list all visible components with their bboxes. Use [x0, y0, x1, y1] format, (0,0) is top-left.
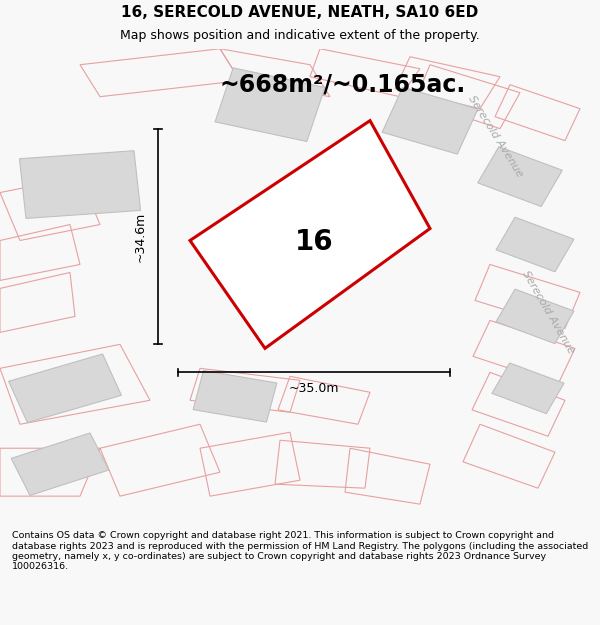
Polygon shape	[496, 289, 574, 344]
Polygon shape	[11, 433, 109, 496]
Polygon shape	[478, 147, 562, 206]
Polygon shape	[496, 217, 574, 272]
Polygon shape	[382, 88, 478, 154]
Text: ~35.0m: ~35.0m	[289, 382, 339, 395]
Polygon shape	[215, 68, 325, 141]
Text: Serecold Avenue: Serecold Avenue	[466, 94, 524, 179]
Polygon shape	[193, 371, 277, 422]
Text: ~668m²/~0.165ac.: ~668m²/~0.165ac.	[220, 72, 466, 97]
Polygon shape	[8, 354, 121, 422]
Polygon shape	[257, 187, 373, 270]
Polygon shape	[190, 121, 430, 348]
Text: ~34.6m: ~34.6m	[133, 211, 146, 262]
Polygon shape	[19, 151, 140, 218]
Text: Contains OS data © Crown copyright and database right 2021. This information is : Contains OS data © Crown copyright and d…	[12, 531, 588, 571]
Text: 16, SERECOLD AVENUE, NEATH, SA10 6ED: 16, SERECOLD AVENUE, NEATH, SA10 6ED	[121, 4, 479, 19]
Text: Serecold Avenue: Serecold Avenue	[520, 269, 576, 356]
Polygon shape	[492, 363, 564, 414]
Text: 16: 16	[295, 229, 333, 256]
Text: Map shows position and indicative extent of the property.: Map shows position and indicative extent…	[120, 29, 480, 42]
